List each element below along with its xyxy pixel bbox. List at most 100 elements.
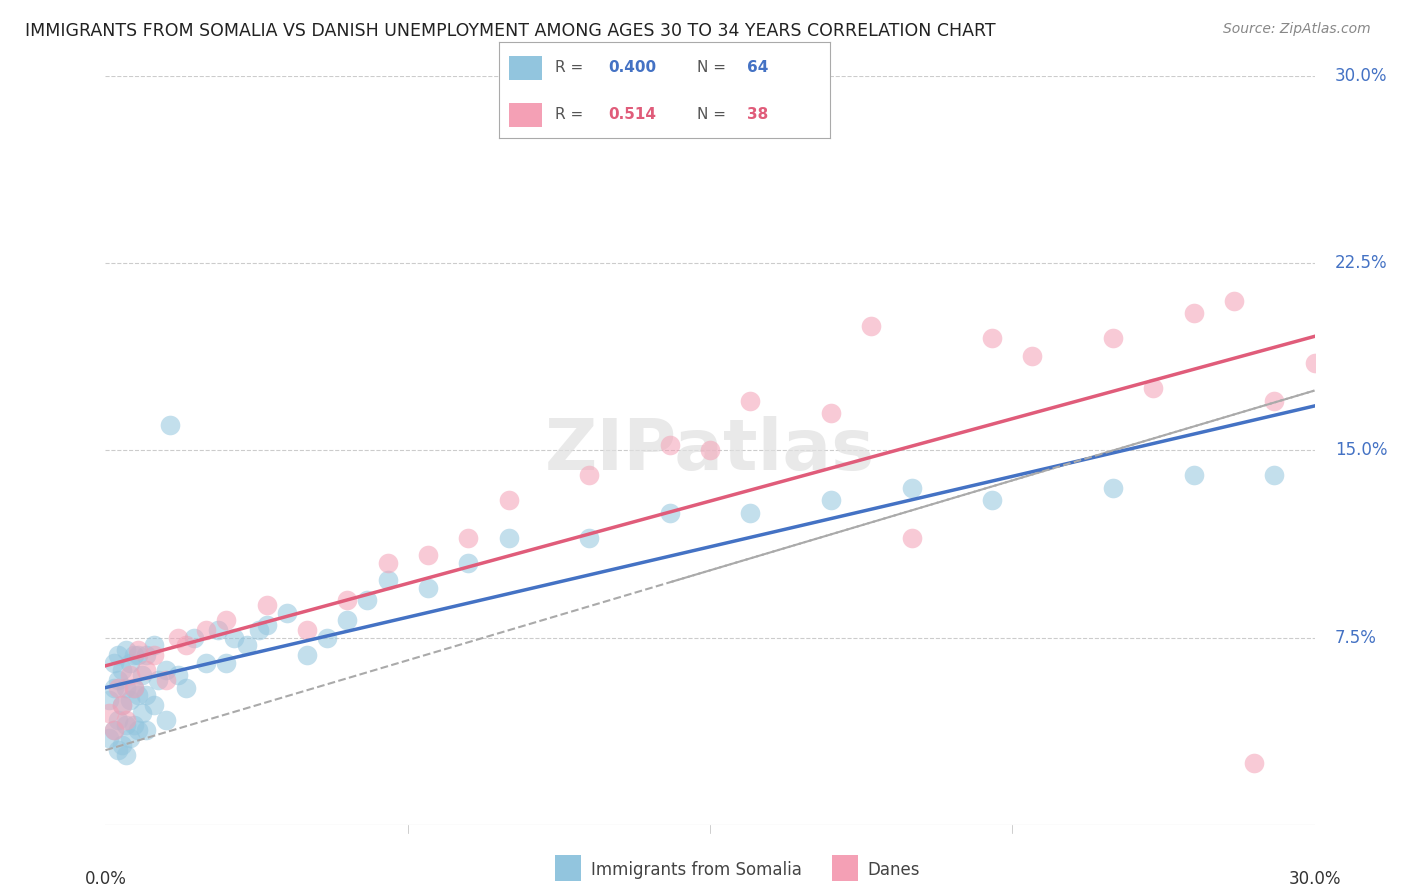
Point [276, 606, 298, 620]
Point [114, 748, 136, 763]
Point [127, 688, 149, 702]
Point [336, 613, 359, 627]
Point [215, 613, 238, 627]
Point [1223, 293, 1246, 308]
Point [98, 693, 121, 707]
Point [135, 663, 157, 677]
Point [118, 693, 141, 707]
Point [377, 574, 399, 588]
Text: 7.5%: 7.5% [1334, 629, 1376, 647]
Point [1303, 356, 1326, 370]
Point [114, 643, 136, 657]
Point [900, 531, 922, 545]
Point [498, 531, 520, 545]
Point [122, 718, 145, 732]
Point [416, 549, 439, 563]
Point [114, 681, 136, 695]
Point [256, 618, 278, 632]
Point [224, 631, 246, 645]
Point [195, 624, 218, 638]
Point [107, 648, 129, 663]
Point [107, 743, 129, 757]
Text: Immigrants from Somalia: Immigrants from Somalia [591, 861, 801, 879]
Point [107, 681, 129, 695]
Point [578, 531, 600, 545]
Point [498, 493, 520, 508]
Point [110, 698, 132, 713]
Point [114, 718, 136, 732]
Text: IMMIGRANTS FROM SOMALIA VS DANISH UNEMPLOYMENT AMONG AGES 30 TO 34 YEARS CORRELA: IMMIGRANTS FROM SOMALIA VS DANISH UNEMPL… [25, 22, 995, 40]
Point [981, 493, 1004, 508]
Point [578, 468, 600, 483]
Point [122, 681, 145, 695]
Point [174, 681, 197, 695]
Point [127, 643, 149, 657]
Point [146, 673, 169, 688]
Point [1263, 468, 1285, 483]
Point [155, 673, 177, 688]
Point [127, 723, 149, 738]
Point [107, 713, 129, 727]
Text: 0.400: 0.400 [609, 61, 657, 76]
Point [122, 681, 145, 695]
Point [457, 531, 479, 545]
Point [183, 631, 205, 645]
Text: 64: 64 [747, 61, 768, 76]
Point [122, 648, 145, 663]
Bar [509, 103, 543, 127]
Point [131, 668, 153, 682]
Point [195, 656, 218, 670]
Text: R =: R = [555, 61, 583, 76]
Point [740, 393, 762, 408]
Text: ZIPatlas: ZIPatlas [546, 416, 875, 485]
Point [103, 723, 125, 738]
Point [114, 713, 136, 727]
Point [316, 631, 339, 645]
Point [235, 638, 257, 652]
Text: 0.0%: 0.0% [84, 870, 127, 888]
Text: 15.0%: 15.0% [1334, 442, 1388, 459]
Text: R =: R = [555, 107, 583, 121]
Point [356, 593, 378, 607]
Point [207, 624, 229, 638]
Point [1182, 468, 1205, 483]
Point [127, 648, 149, 663]
Point [1021, 349, 1043, 363]
Point [103, 723, 125, 738]
Point [110, 698, 132, 713]
Point [658, 506, 681, 520]
Point [1142, 381, 1164, 395]
Point [98, 731, 121, 745]
Point [1102, 331, 1125, 345]
Point [174, 638, 197, 652]
Point [159, 418, 181, 433]
Point [135, 688, 157, 702]
Point [658, 438, 681, 452]
Point [155, 713, 177, 727]
Point [167, 668, 190, 682]
Point [110, 663, 132, 677]
Point [98, 706, 121, 720]
Point [336, 593, 359, 607]
Point [142, 638, 165, 652]
Point [457, 556, 479, 570]
Point [699, 443, 721, 458]
Point [142, 698, 165, 713]
Text: 0.514: 0.514 [609, 107, 657, 121]
Point [740, 506, 762, 520]
Point [377, 556, 399, 570]
Text: 22.5%: 22.5% [1334, 254, 1388, 272]
Point [103, 681, 125, 695]
Point [247, 624, 270, 638]
Point [103, 656, 125, 670]
Text: 30.0%: 30.0% [1334, 67, 1388, 85]
Point [142, 648, 165, 663]
Point [135, 648, 157, 663]
Point [215, 656, 238, 670]
Point [1243, 756, 1265, 770]
Point [1102, 481, 1125, 495]
Point [167, 631, 190, 645]
Text: 38: 38 [747, 107, 768, 121]
Bar [509, 56, 543, 80]
Point [860, 318, 883, 333]
